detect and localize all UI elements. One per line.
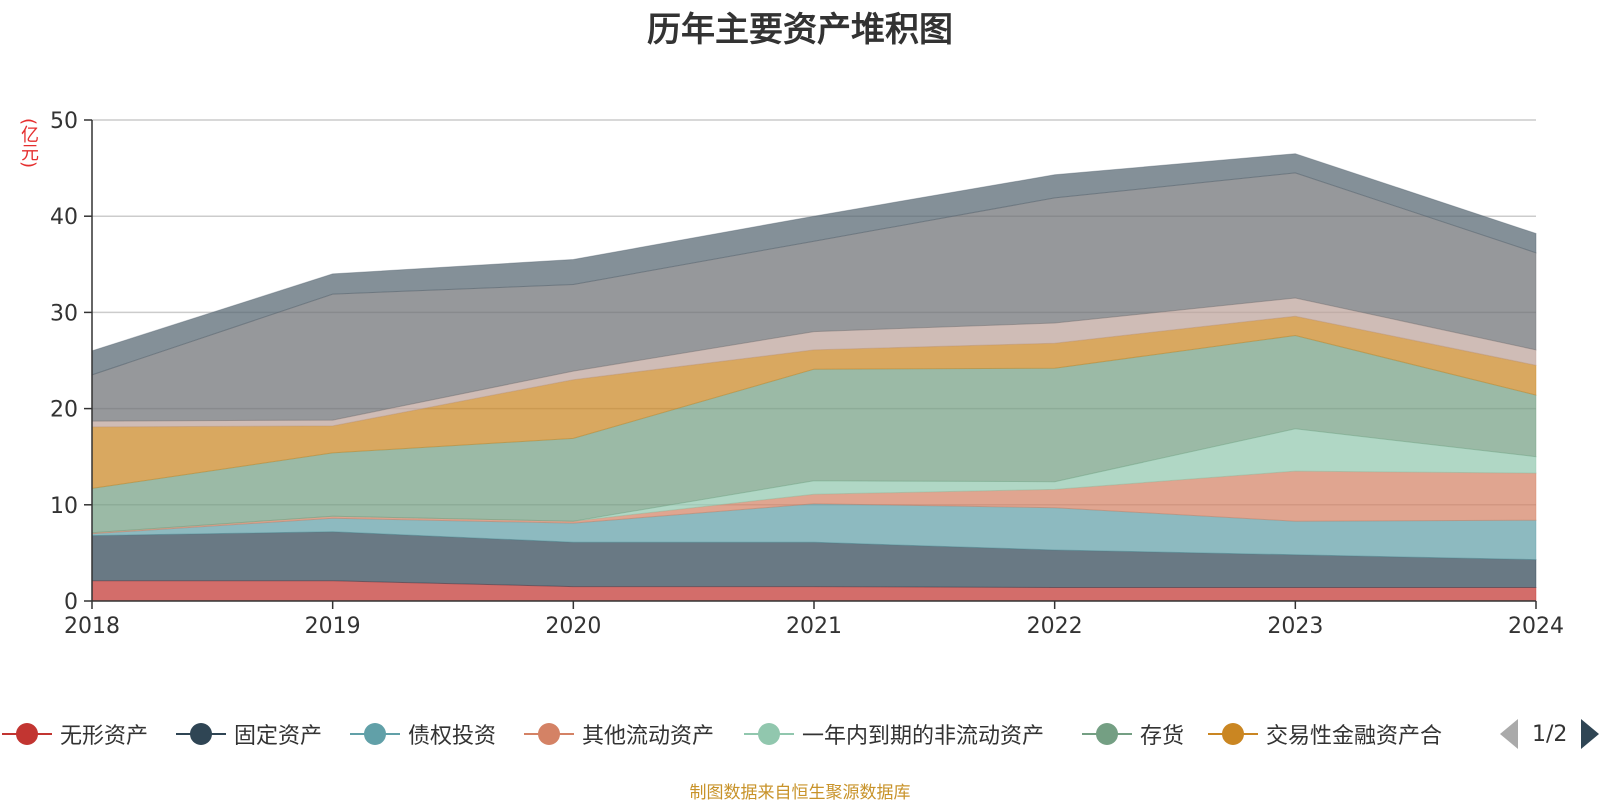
legend-page-indicator: 1/2 — [1532, 721, 1568, 747]
y-tick-label: 50 — [50, 109, 78, 134]
legend-label: 其他流动资产 — [582, 724, 715, 749]
chart-title: 历年主要资产堆积图 — [647, 10, 953, 50]
x-tick-label: 2021 — [786, 614, 842, 639]
y-tick-label: 30 — [50, 301, 78, 326]
legend-next-page-icon[interactable] — [1581, 719, 1600, 749]
legend-label: 债权投资 — [408, 724, 497, 749]
y-tick-label: 40 — [50, 205, 78, 230]
legend-marker-icon — [524, 722, 574, 746]
x-tick-label: 2023 — [1267, 614, 1323, 639]
legend-label: 无形资产 — [60, 724, 149, 749]
data-source-note: 制图数据来自恒生聚源数据库 — [689, 783, 911, 803]
x-tick-label: 2019 — [305, 614, 361, 639]
area-series-10 — [91, 153, 1537, 376]
legend-item-fixed-assets[interactable]: 固定资产 — [176, 712, 322, 756]
x-tick-label: 2020 — [545, 614, 601, 639]
legend-item-debt-investments[interactable]: 债权投资 — [350, 712, 496, 756]
y-tick-label: 20 — [50, 398, 78, 423]
legend-marker-icon — [744, 722, 794, 746]
legend-marker-icon — [176, 722, 226, 746]
x-tick-label: 2018 — [64, 614, 120, 639]
legend-label: 存货 — [1140, 724, 1185, 749]
y-tick-label: 0 — [64, 590, 78, 615]
area-series-6 — [91, 334, 1537, 534]
legend-label: 固定资产 — [234, 724, 323, 749]
area-series-3 — [91, 503, 1537, 561]
legend-marker-icon — [350, 722, 400, 746]
legend-marker-icon — [1082, 722, 1132, 746]
legend-marker-icon — [1208, 722, 1258, 746]
area-series-5 — [91, 428, 1537, 534]
legend-item-noncurrent-due-within-year[interactable]: 一年内到期的非流动资产 — [744, 712, 1044, 756]
legend-prev-page-icon[interactable] — [1500, 719, 1518, 749]
legend-label: 一年内到期的非流动资产 — [802, 724, 1045, 749]
legend: 无形资产 固定资产 债权投资 其他流动资产 一年内到期的非流动资产 — [0, 712, 1600, 756]
legend-pager: 1/2 — [1500, 712, 1600, 756]
legend-item-inventory[interactable]: 存货 — [1082, 712, 1184, 756]
legend-label: 交易性金融资产合 — [1266, 724, 1443, 749]
legend-item-trading-financial-assets[interactable]: 交易性金融资产合 — [1208, 712, 1442, 756]
legend-item-other-current-assets[interactable]: 其他流动资产 — [524, 712, 714, 756]
legend-item-intangible-assets[interactable]: 无形资产 — [2, 712, 148, 756]
y-tick-label: 10 — [50, 494, 78, 519]
y-axis-unit-label: (亿元) — [18, 118, 39, 169]
legend-marker-icon — [2, 722, 52, 746]
area-series-9 — [91, 172, 1537, 422]
x-tick-label: 2024 — [1508, 614, 1564, 639]
x-tick-label: 2022 — [1027, 614, 1083, 639]
